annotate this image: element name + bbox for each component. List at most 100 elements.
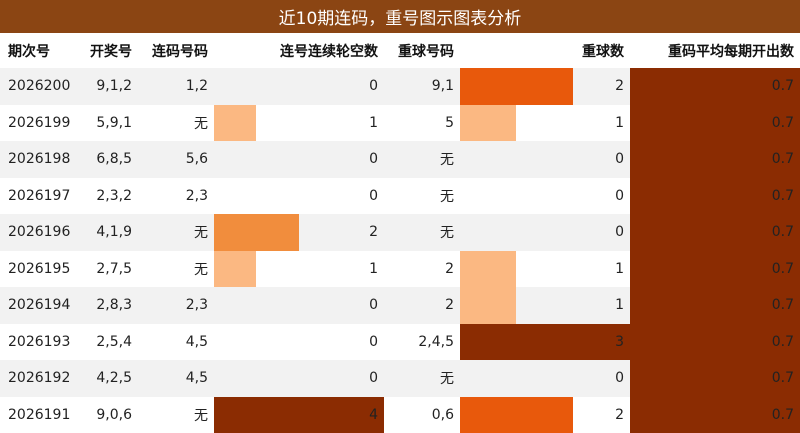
- cell-adjacent-text: 4,5: [186, 334, 208, 350]
- cell-repeat-count-text: 0: [615, 224, 624, 240]
- gap-heat-bar: [214, 251, 256, 288]
- repeat-count-heat-bar: [460, 287, 516, 324]
- cell-gap: 0: [214, 287, 384, 324]
- cell-adjacent-text: 无: [194, 113, 208, 133]
- cell-period-text: 2026192: [8, 370, 70, 386]
- cell-gap: 1: [214, 105, 384, 142]
- cell-gap: 1: [214, 251, 384, 288]
- cell-repeat: 2: [384, 287, 460, 324]
- cell-gap-text: 2: [369, 224, 378, 240]
- cell-draw: 9,1,2: [76, 68, 138, 105]
- cell-repeat-text: 0,6: [432, 407, 454, 423]
- repeat-count-heat-bar: [460, 397, 573, 433]
- cell-adjacent-text: 2,3: [186, 297, 208, 313]
- cell-repeat-count-text: 1: [615, 261, 624, 277]
- cell-average: 0.7: [630, 397, 800, 433]
- cell-adjacent: 无: [138, 251, 214, 288]
- cell-adjacent-text: 无: [194, 405, 208, 425]
- cell-gap-text: 0: [369, 370, 378, 386]
- cell-gap-text: 0: [369, 151, 378, 167]
- cell-period: 2026199: [0, 105, 76, 142]
- cell-period: 2026196: [0, 214, 76, 251]
- cell-gap-text: 0: [369, 334, 378, 350]
- cell-period: 2026191: [0, 397, 76, 433]
- cell-adjacent: 无: [138, 105, 214, 142]
- cell-gap-text: 1: [369, 261, 378, 277]
- cell-repeat-count-text: 1: [615, 115, 624, 131]
- cell-adjacent-text: 无: [194, 259, 208, 279]
- cell-draw: 2,5,4: [76, 324, 138, 361]
- cell-repeat-count: 1: [460, 251, 630, 288]
- cell-repeat-count: 3: [460, 324, 630, 361]
- chart-title-bar: 近10期连码，重号图示图表分析: [0, 0, 800, 34]
- cell-average-text: 0.7: [772, 297, 794, 313]
- cell-draw: 5,9,1: [76, 105, 138, 142]
- gap-heat-bar: [214, 397, 384, 433]
- cell-average: 0.7: [630, 178, 800, 215]
- cell-adjacent-text: 无: [194, 222, 208, 242]
- cell-average-text: 0.7: [772, 261, 794, 277]
- header-period: 期次号: [0, 33, 76, 68]
- gap-heat-bar: [214, 105, 256, 142]
- cell-repeat: 无: [384, 178, 460, 215]
- cell-draw-text: 6,8,5: [96, 151, 132, 167]
- cell-period-text: 2026198: [8, 151, 70, 167]
- cell-period-text: 2026194: [8, 297, 70, 313]
- gap-heat-bar: [214, 214, 299, 251]
- cell-adjacent: 4,5: [138, 360, 214, 397]
- cell-average: 0.7: [630, 251, 800, 288]
- cell-draw-text: 9,0,6: [96, 407, 132, 423]
- cell-repeat-count-text: 2: [615, 407, 624, 423]
- cell-draw-text: 4,2,5: [96, 370, 132, 386]
- cell-average: 0.7: [630, 324, 800, 361]
- cell-draw: 9,0,6: [76, 397, 138, 433]
- repeat-count-heat-bar: [460, 251, 516, 288]
- header-adjacent: 连码号码: [138, 33, 214, 68]
- cell-adjacent-text: 5,6: [186, 151, 208, 167]
- cell-period: 2026194: [0, 287, 76, 324]
- cell-repeat-count: 0: [460, 178, 630, 215]
- cell-repeat-count: 0: [460, 360, 630, 397]
- cell-gap-text: 0: [369, 78, 378, 94]
- cell-gap: 4: [214, 397, 384, 433]
- cell-repeat: 无: [384, 141, 460, 178]
- cell-average: 0.7: [630, 360, 800, 397]
- cell-period-text: 2026197: [8, 188, 70, 204]
- cell-draw-text: 2,8,3: [96, 297, 132, 313]
- cell-repeat: 2,4,5: [384, 324, 460, 361]
- cell-repeat-text: 2: [445, 261, 454, 277]
- cell-gap: 0: [214, 360, 384, 397]
- repeat-count-heat-bar: [460, 105, 516, 142]
- cell-repeat-text: 2: [445, 297, 454, 313]
- cell-draw-text: 5,9,1: [96, 115, 132, 131]
- cell-average-text: 0.7: [772, 151, 794, 167]
- cell-period-text: 2026199: [8, 115, 70, 131]
- cell-repeat-count: 1: [460, 287, 630, 324]
- cell-gap: 0: [214, 324, 384, 361]
- cell-repeat: 0,6: [384, 397, 460, 433]
- cell-gap-text: 0: [369, 188, 378, 204]
- cell-repeat-text: 无: [440, 368, 454, 388]
- cell-repeat-count-text: 3: [615, 334, 624, 350]
- cell-average: 0.7: [630, 68, 800, 105]
- cell-repeat-count-text: 2: [615, 78, 624, 94]
- cell-average-text: 0.7: [772, 115, 794, 131]
- cell-average-text: 0.7: [772, 407, 794, 423]
- table-header: 期次号 开奖号 连码号码 连号连续轮空数 重球号码 重球数 重码平均每期开出数: [0, 33, 800, 68]
- cell-gap: 0: [214, 141, 384, 178]
- cell-gap: 0: [214, 178, 384, 215]
- cell-repeat-text: 2,4,5: [418, 334, 454, 350]
- header-repeat-count: 重球数: [460, 33, 630, 68]
- header-gap: 连号连续轮空数: [214, 33, 384, 68]
- cell-period: 2026200: [0, 68, 76, 105]
- header-average: 重码平均每期开出数: [630, 33, 800, 68]
- cell-average-text: 0.7: [772, 224, 794, 240]
- cell-gap-text: 0: [369, 297, 378, 313]
